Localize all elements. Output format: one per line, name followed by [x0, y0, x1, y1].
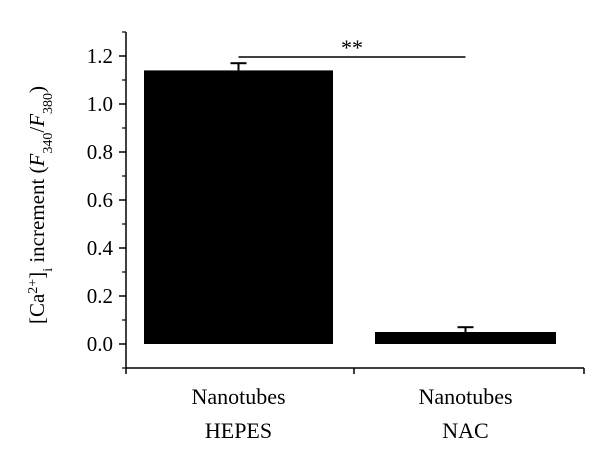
y-title-f1: F — [25, 153, 49, 167]
y-title-ion: Ca — [25, 293, 49, 317]
bar-0 — [144, 70, 333, 345]
category-label-0-line2: HEPES — [205, 418, 272, 443]
y-title-close: ) — [25, 86, 49, 93]
y-title-f2-sub: 380 — [41, 93, 56, 114]
y-title-text: increment ( — [25, 166, 49, 267]
y-title-subscript: i — [41, 268, 56, 272]
y-tick-label-1: 0.2 — [87, 284, 113, 308]
category-label-0-line1: Nanotubes — [191, 384, 285, 409]
y-title-slash: / — [25, 127, 49, 133]
y-title-charge: 2+ — [26, 279, 41, 294]
y-tick-label-3: 0.6 — [87, 188, 113, 212]
category-label-1-line1: Nanotubes — [418, 384, 512, 409]
y-tick-label-4: 0.8 — [87, 140, 113, 164]
y-axis-title: [Ca2+]i increment (F340/F380) — [25, 86, 56, 324]
y-tick-label-6: 1.2 — [87, 44, 113, 68]
y-axis-title-text: [Ca2+]i increment (F340/F380) — [25, 86, 56, 324]
y-title-bracket-open: [ — [25, 317, 49, 324]
y-title-f2: F — [25, 114, 49, 128]
category-label-1-line2: NAC — [442, 418, 488, 443]
plot-area: Nanotubes HEPES Nanotubes NAC 0.0 0.2 0.4 0.6 0.… — [87, 31, 585, 443]
y-tick-label-2: 0.4 — [87, 236, 114, 260]
y-tick-label-5: 1.0 — [87, 92, 113, 116]
y-tick-label-0: 0.0 — [87, 332, 113, 356]
significance-label: ** — [341, 35, 363, 60]
bar-1 — [375, 332, 556, 344]
y-title-f1-sub: 340 — [41, 133, 56, 154]
y-title-bracket-close: ] — [25, 272, 49, 279]
